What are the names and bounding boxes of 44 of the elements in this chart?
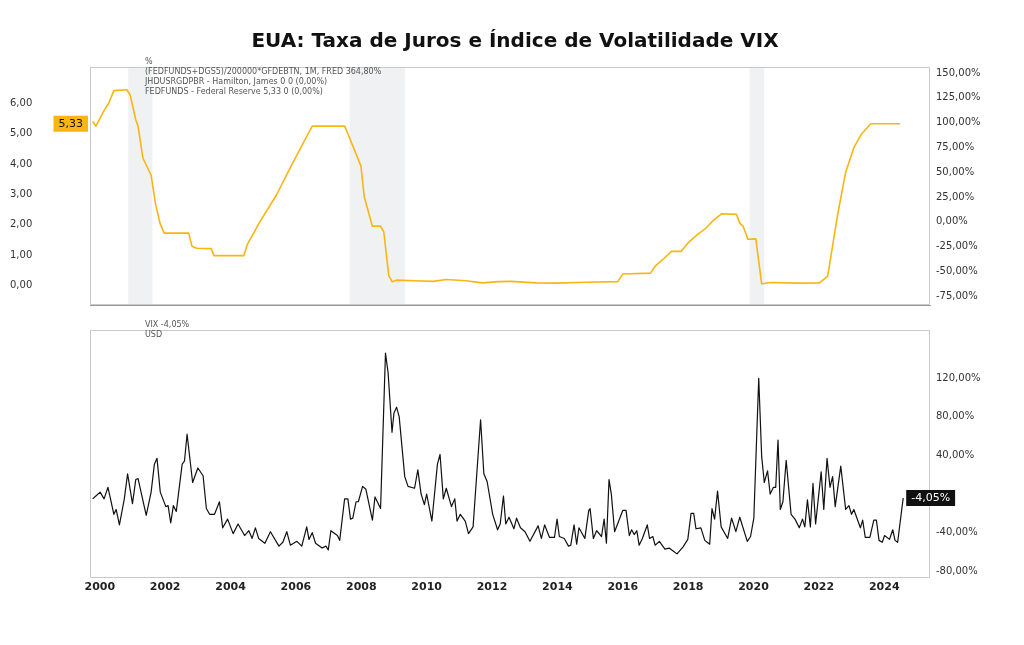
y-tick-label: 1,00 [10, 248, 33, 260]
y2-tick-label: -25,00% [936, 240, 978, 252]
y2-tick-label: 150,00% [936, 66, 981, 78]
y-tick-label: 4,00 [10, 157, 33, 169]
y2-tick-label: 80,00% [936, 410, 975, 422]
x-tick-label: 2000 [84, 580, 116, 594]
y-tick-label: 5,00 [10, 127, 33, 139]
text: VIX -4,05% [145, 320, 190, 330]
chart-title: EUA: Taxa de Juros e Índice de Volatilidade VIX [250, 28, 780, 52]
annotation: (FEDFUNDS+DGS5)/200000*GFDEBTN, 1M, FRED 364,80% [145, 67, 382, 77]
y2-tick-label: 40,00% [936, 449, 975, 461]
y-tick-label: 6,00 [10, 96, 33, 108]
y2-tick-label: 50,00% [936, 165, 975, 177]
annotation: USD [145, 330, 164, 340]
y2-tick-label: -80,00% [936, 564, 978, 576]
y-tick-label: 0,00 [10, 278, 33, 290]
annotation: FEDFUNDS - Federal Reserve 5,33 0 (0,00%) [145, 87, 324, 97]
x-tick-label: 2008 [345, 580, 377, 594]
y-tick-label: 2,00 [10, 218, 33, 230]
y2-tick-label: -40,00% [936, 526, 978, 538]
data-label: -4,05% [911, 490, 951, 504]
y2-tick-label: 25,00% [936, 190, 975, 202]
y2-tick-label: 75,00% [936, 140, 975, 152]
x-tick-label: 2018 [672, 580, 704, 594]
x-tick-label: 2022 [803, 580, 835, 594]
text: % [145, 57, 154, 67]
y-tick-label: 3,00 [10, 187, 33, 199]
y2-tick-label: 100,00% [936, 116, 981, 128]
y2-tick-label: 0,00% [936, 215, 968, 227]
x-tick-label: 2002 [149, 580, 181, 594]
y2-tick-label: -75,00% [936, 289, 978, 301]
x-tick-label: 2020 [738, 580, 770, 594]
x-tick-label: 2004 [215, 580, 247, 594]
annotation: JHDUSRGDPBR - Hamilton, James 0 0 (0,00%) [145, 77, 329, 87]
x-tick-label: 2024 [868, 580, 900, 594]
y2-tick-label: 125,00% [936, 91, 981, 103]
y2-tick-label: 120,00% [936, 371, 981, 383]
x-tick-label: 2012 [476, 580, 508, 594]
x-tick-label: 2006 [280, 580, 312, 594]
x-tick-label: 2010 [411, 580, 443, 594]
x-tick-label: 2016 [607, 580, 639, 594]
y2-tick-label: -50,00% [936, 264, 978, 276]
annotation: 5,33 [58, 116, 83, 130]
x-tick-label: 2014 [542, 580, 574, 594]
